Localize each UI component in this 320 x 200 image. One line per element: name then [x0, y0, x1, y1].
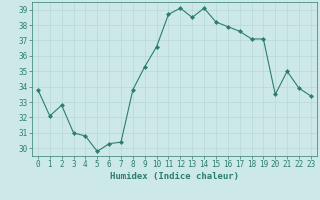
- X-axis label: Humidex (Indice chaleur): Humidex (Indice chaleur): [110, 172, 239, 181]
